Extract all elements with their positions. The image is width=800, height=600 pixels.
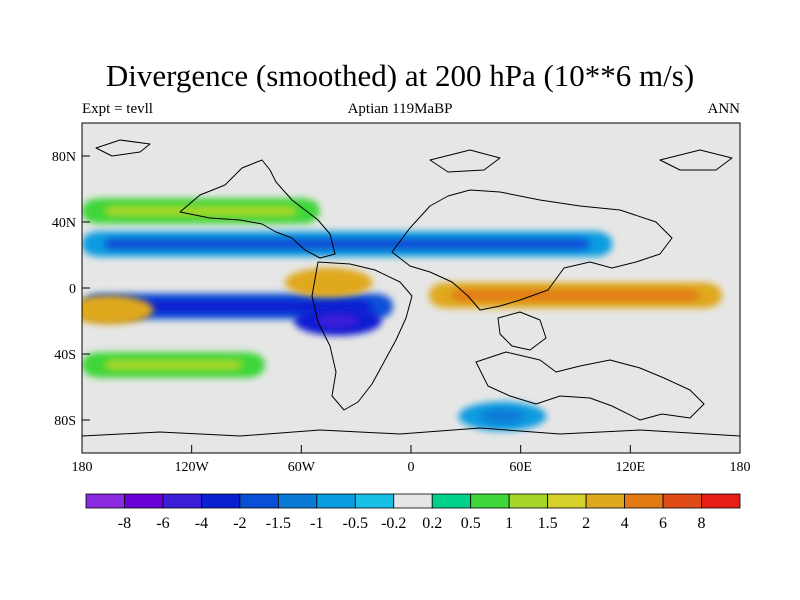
colorbar-swatch: [585, 493, 625, 509]
field-core-3: [87, 302, 132, 318]
colorbar-swatch: [547, 493, 587, 509]
colorbar-label: -6: [156, 515, 169, 532]
x-tick-label: 0: [408, 460, 415, 475]
coastline-arctic-islands: [95, 139, 733, 173]
coastline-antarctic-margin: [82, 427, 740, 437]
colorbar-label: 1.5: [538, 515, 558, 532]
x-tick-label: 60E: [509, 460, 532, 475]
colorbar-swatch: [624, 493, 664, 509]
field-core-6: [103, 238, 591, 250]
y-tick-label: 0: [69, 282, 76, 297]
coastline-north-america: [179, 159, 336, 259]
colorbar-swatch: [508, 493, 549, 509]
coastline-south-america: [311, 261, 413, 411]
colorbar-label: -2: [233, 515, 246, 532]
colorbar-label: 4: [621, 515, 629, 532]
colorbar-label: -0.2: [381, 515, 406, 532]
coastline-antarctica-australia: [475, 351, 705, 421]
colorbar-swatch: [277, 493, 318, 509]
y-tick-label: 80S: [54, 414, 76, 429]
x-tick-label: 120E: [616, 460, 646, 475]
colorbar: -8 -6 -4 -2 -1.5 -1 -0.5 -0.2 0.2 0.5 1 1.5 2 4 6 8: [85, 493, 741, 532]
map-axes: 180 120W 60W 0 60E 120E 180 80N 40N 0 40S 80S: [52, 150, 751, 475]
colorbar-label: -8: [118, 515, 131, 532]
colorbar-swatch: [124, 493, 164, 509]
x-tick-label: 180: [730, 460, 751, 475]
colorbar-swatch: [316, 493, 356, 509]
coastline-africa-eurasia: [391, 189, 673, 311]
x-tick-label: 60W: [288, 460, 316, 475]
field-core-5: [103, 205, 298, 217]
field-core-0: [103, 300, 371, 312]
colorbar-label: -4: [195, 515, 208, 532]
colorbar-label: -1: [310, 515, 323, 532]
y-tick-label: 40S: [54, 348, 76, 363]
colorbar-swatch: [201, 493, 241, 509]
field-core-7: [103, 359, 243, 371]
field-core-4: [306, 275, 351, 290]
colorbar-swatch: [354, 493, 395, 509]
colorbar-swatch: [239, 493, 279, 509]
field-core-1: [315, 313, 360, 329]
coastline-india-plate: [497, 311, 547, 351]
colorbar-label: 0.5: [461, 515, 481, 532]
colorbar-swatch: [85, 493, 125, 509]
colorbar-swatch: [162, 493, 202, 509]
chart-title: Divergence (smoothed) at 200 hPa (10**6 …: [105, 58, 695, 93]
y-tick-label: 40N: [52, 216, 76, 231]
colorbar-label: 2: [582, 515, 590, 532]
divergence-field: [82, 198, 722, 431]
season-label: ANN: [707, 101, 741, 117]
colorbar-swatch: [701, 493, 741, 509]
field-core-2: [451, 289, 700, 301]
colorbar-label: 8: [698, 515, 706, 532]
coastlines: [82, 139, 740, 437]
colorbar-swatch: [662, 493, 702, 509]
colorbar-label: 6: [659, 515, 667, 532]
colorbar-swatch: [431, 493, 472, 509]
colorbar-swatch: [393, 493, 433, 509]
experiment-label: Expt = tevll: [82, 101, 153, 117]
colorbar-label: 0.2: [422, 515, 442, 532]
x-tick-label: 180: [72, 460, 93, 475]
y-tick-label: 80N: [52, 150, 76, 165]
colorbar-swatch: [470, 493, 510, 509]
colorbar-label: -0.5: [343, 515, 368, 532]
field-core-8: [480, 409, 525, 424]
period-label: Aptian 119MaBP: [347, 101, 453, 117]
colorbar-label: -1.5: [266, 515, 291, 532]
x-tick-label: 120W: [175, 460, 210, 475]
colorbar-label: 1: [505, 515, 513, 532]
